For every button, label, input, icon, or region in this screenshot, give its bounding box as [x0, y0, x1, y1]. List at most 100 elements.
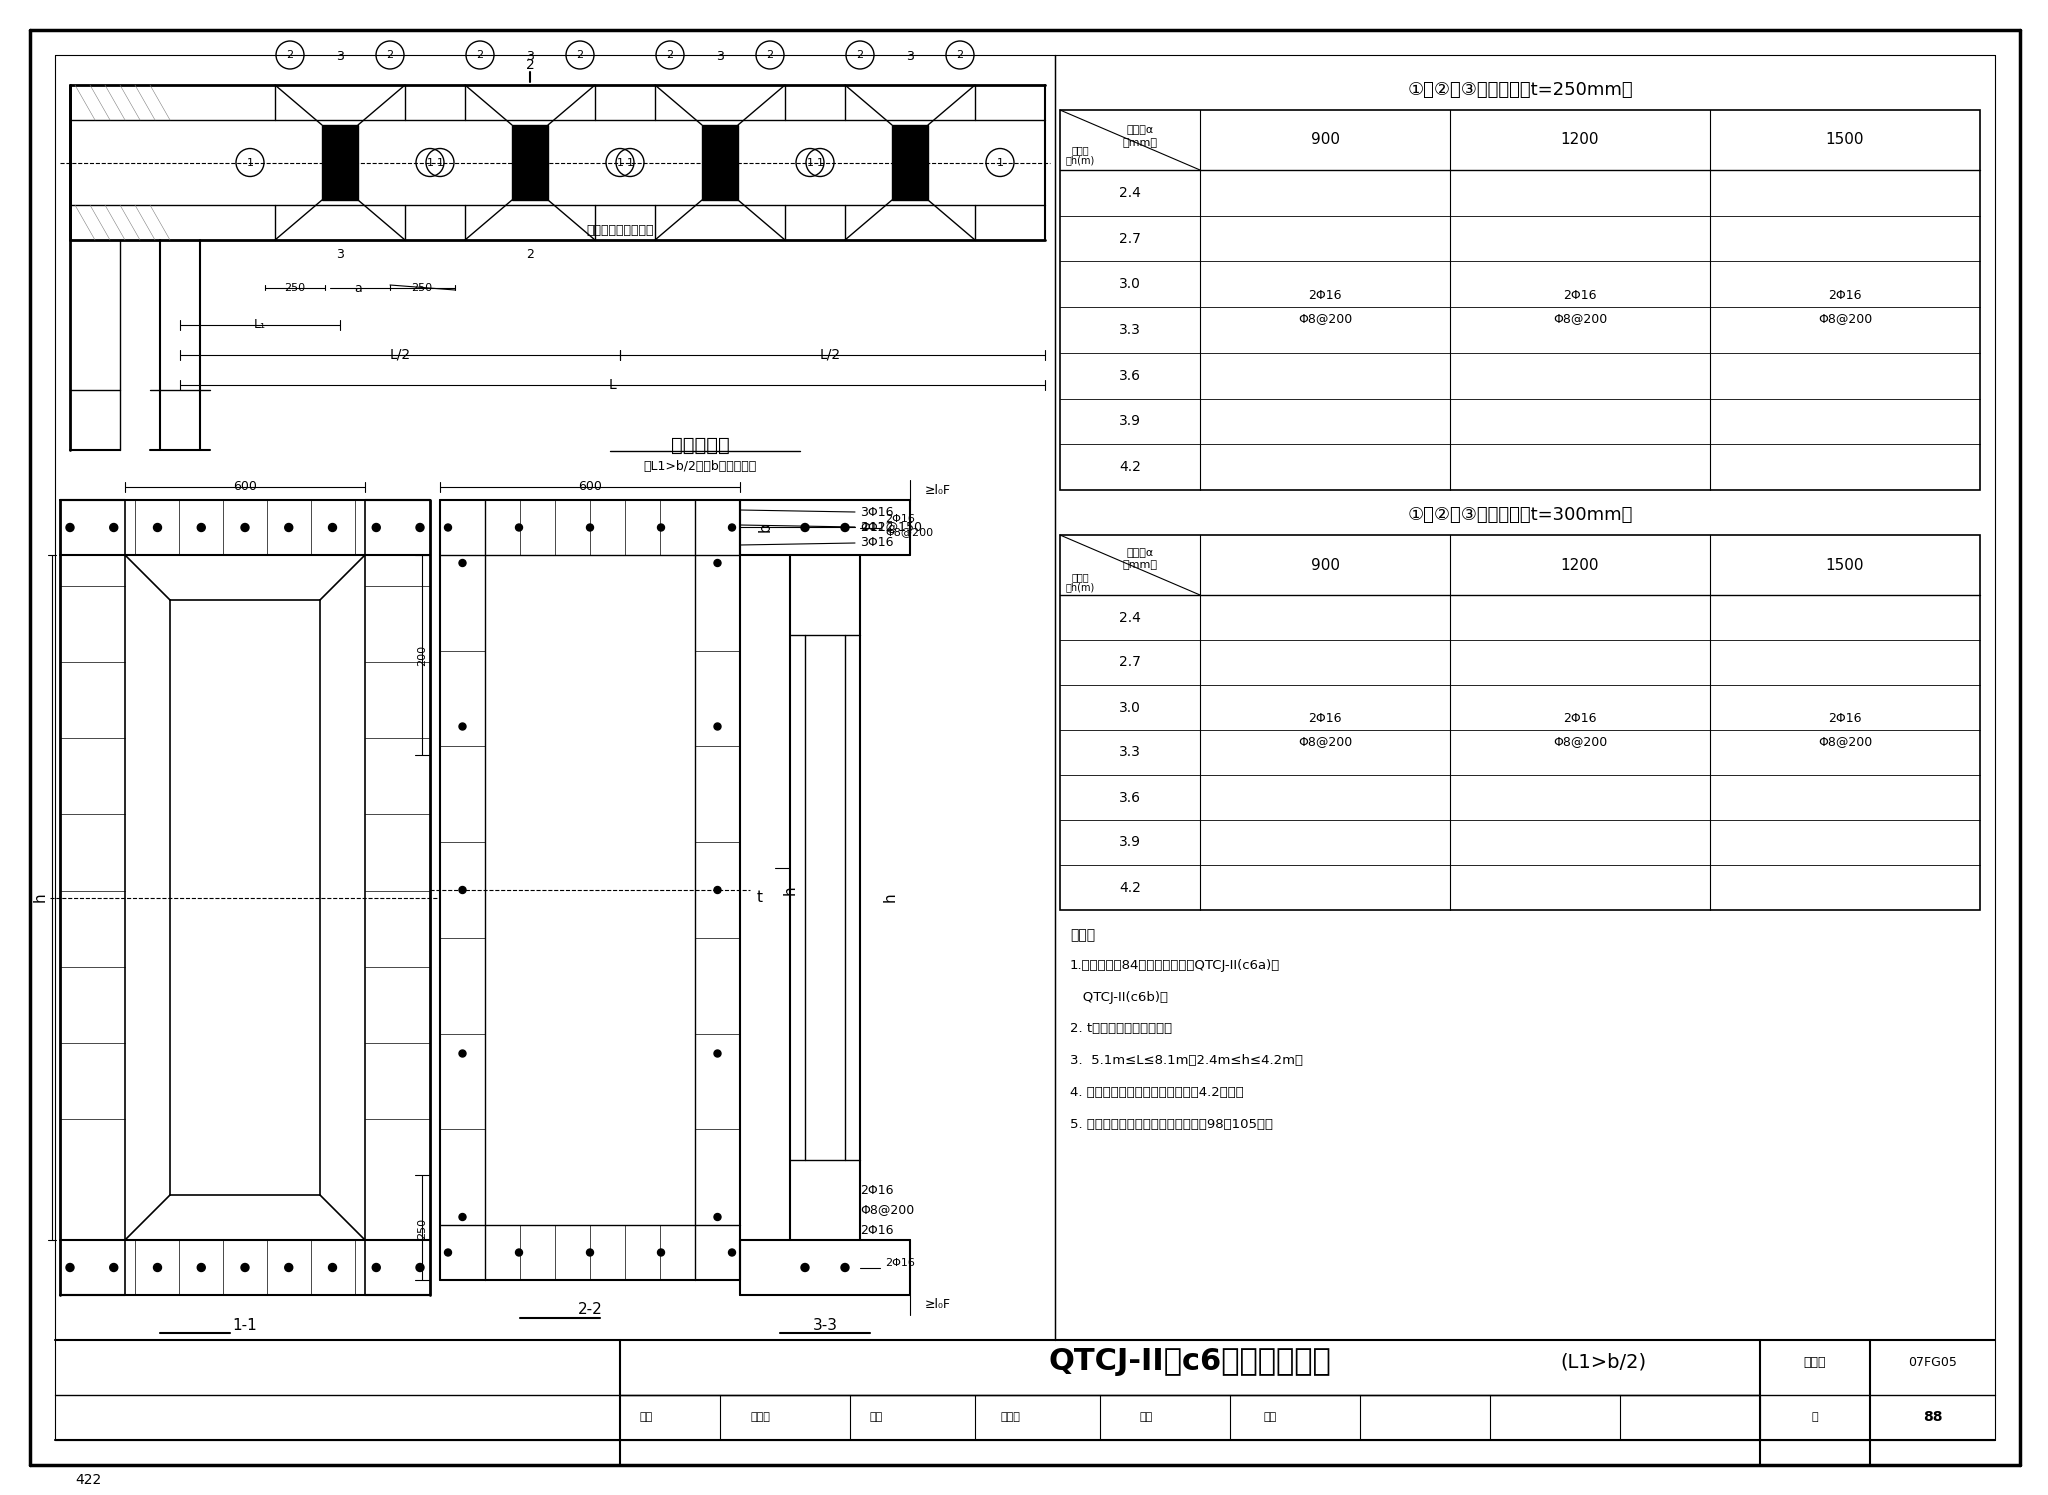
- Text: 2Φ16: 2Φ16: [1563, 712, 1597, 725]
- Text: 3.3: 3.3: [1118, 323, 1141, 336]
- Text: 250: 250: [412, 283, 432, 293]
- Text: 高h(m): 高h(m): [1065, 582, 1094, 592]
- Circle shape: [154, 523, 162, 532]
- Circle shape: [285, 523, 293, 532]
- Text: （mm）: （mm）: [1122, 138, 1157, 148]
- Text: 600: 600: [233, 480, 256, 493]
- Text: 当L1>b/2时，b为窗洞高度: 当L1>b/2时，b为窗洞高度: [643, 460, 756, 474]
- Text: 2: 2: [575, 49, 584, 60]
- Text: 3: 3: [717, 51, 723, 63]
- Text: 2: 2: [856, 49, 864, 60]
- Circle shape: [715, 559, 721, 567]
- Bar: [702, 126, 737, 200]
- Circle shape: [516, 1248, 522, 1256]
- Circle shape: [154, 1263, 162, 1272]
- Bar: [322, 126, 358, 200]
- Text: 为主体结构外墙配筋: 为主体结构外墙配筋: [586, 223, 653, 236]
- Text: Φ8@200: Φ8@200: [885, 528, 934, 538]
- Circle shape: [416, 523, 424, 532]
- Text: 设计: 设计: [1141, 1411, 1153, 1422]
- Circle shape: [444, 525, 451, 531]
- Text: 900: 900: [1311, 133, 1339, 148]
- Text: 1: 1: [616, 157, 623, 167]
- Text: 3: 3: [336, 51, 344, 63]
- Text: 2: 2: [526, 248, 535, 262]
- Text: 3.3: 3.3: [1118, 746, 1141, 759]
- Text: Φ8@200: Φ8@200: [1552, 312, 1608, 324]
- Text: ≥l₀F: ≥l₀F: [926, 483, 950, 496]
- Text: 3: 3: [905, 51, 913, 63]
- Text: 王佳: 王佳: [1264, 1411, 1276, 1422]
- Circle shape: [657, 1248, 664, 1256]
- Text: 校对: 校对: [870, 1411, 883, 1422]
- Text: 3Φ16: 3Φ16: [860, 537, 893, 550]
- Text: L₁: L₁: [254, 318, 266, 332]
- Circle shape: [66, 1263, 74, 1272]
- Text: 2Φ16: 2Φ16: [1309, 289, 1341, 302]
- Text: 1: 1: [436, 157, 444, 167]
- Text: ①（②）③筋配筋表（t=300mm）: ①（②）③筋配筋表（t=300mm）: [1407, 505, 1632, 525]
- Circle shape: [459, 887, 467, 894]
- Text: Φ12@150: Φ12@150: [860, 520, 922, 534]
- Text: 200: 200: [418, 644, 426, 665]
- Circle shape: [242, 1263, 250, 1272]
- Text: (L1>b/2): (L1>b/2): [1561, 1353, 1647, 1371]
- Text: 250: 250: [418, 1217, 426, 1238]
- Circle shape: [729, 1248, 735, 1256]
- Text: 2: 2: [766, 49, 774, 60]
- Text: 页: 页: [1812, 1411, 1819, 1422]
- Circle shape: [459, 559, 467, 567]
- Text: 1200: 1200: [1561, 558, 1599, 573]
- Bar: [512, 126, 549, 200]
- Text: 2: 2: [287, 49, 293, 60]
- Text: 3.0: 3.0: [1118, 277, 1141, 292]
- Text: 3: 3: [526, 51, 535, 63]
- Text: 说明：: 说明：: [1069, 928, 1096, 942]
- Text: 2: 2: [666, 49, 674, 60]
- Text: 3Φ16: 3Φ16: [860, 505, 893, 519]
- Bar: [1061, 535, 1980, 910]
- Text: 1: 1: [627, 157, 633, 167]
- Text: 1500: 1500: [1825, 558, 1864, 573]
- Text: h: h: [782, 885, 797, 896]
- Text: 2: 2: [956, 49, 963, 60]
- Text: 4.2: 4.2: [1118, 460, 1141, 474]
- Text: 1-1: 1-1: [233, 1317, 258, 1332]
- Text: 3.0: 3.0: [1118, 701, 1141, 715]
- Text: h: h: [883, 893, 897, 903]
- Circle shape: [197, 523, 205, 532]
- Circle shape: [657, 525, 664, 531]
- Text: 平面配筋图: 平面配筋图: [670, 435, 729, 454]
- Circle shape: [111, 1263, 117, 1272]
- Circle shape: [715, 1049, 721, 1057]
- Text: （mm）: （mm）: [1122, 561, 1157, 570]
- Text: a: a: [354, 281, 362, 295]
- Circle shape: [459, 1049, 467, 1057]
- Text: 1: 1: [817, 157, 823, 167]
- Text: 2Φ12: 2Φ12: [860, 520, 893, 534]
- Text: 梁敏茹: 梁敏茹: [999, 1411, 1020, 1422]
- Text: Φ8@200: Φ8@200: [1298, 312, 1352, 324]
- Circle shape: [66, 523, 74, 532]
- Text: 高h(m): 高h(m): [1065, 155, 1094, 164]
- Text: Φ8@200: Φ8@200: [1819, 312, 1872, 324]
- Circle shape: [729, 525, 735, 531]
- Bar: [1061, 111, 1980, 490]
- Text: Φ8@200: Φ8@200: [860, 1203, 913, 1217]
- Text: 2Φ16: 2Φ16: [860, 1184, 893, 1196]
- Circle shape: [842, 523, 850, 532]
- Text: 2-2: 2-2: [578, 1302, 602, 1317]
- Text: 2.7: 2.7: [1118, 655, 1141, 670]
- Circle shape: [373, 523, 381, 532]
- Circle shape: [197, 1263, 205, 1272]
- Circle shape: [111, 523, 117, 532]
- Text: 600: 600: [578, 480, 602, 493]
- Circle shape: [459, 1214, 467, 1220]
- Bar: [893, 126, 928, 200]
- Text: 88: 88: [1923, 1410, 1944, 1425]
- Text: 2Φ16: 2Φ16: [860, 1223, 893, 1236]
- Circle shape: [801, 523, 809, 532]
- Text: 图集号: 图集号: [1804, 1356, 1827, 1368]
- Text: 4. 窗洞口四角斜向钉筋按编制说明4.2配置。: 4. 窗洞口四角斜向钉筋按编制说明4.2配置。: [1069, 1087, 1243, 1099]
- Circle shape: [459, 724, 467, 730]
